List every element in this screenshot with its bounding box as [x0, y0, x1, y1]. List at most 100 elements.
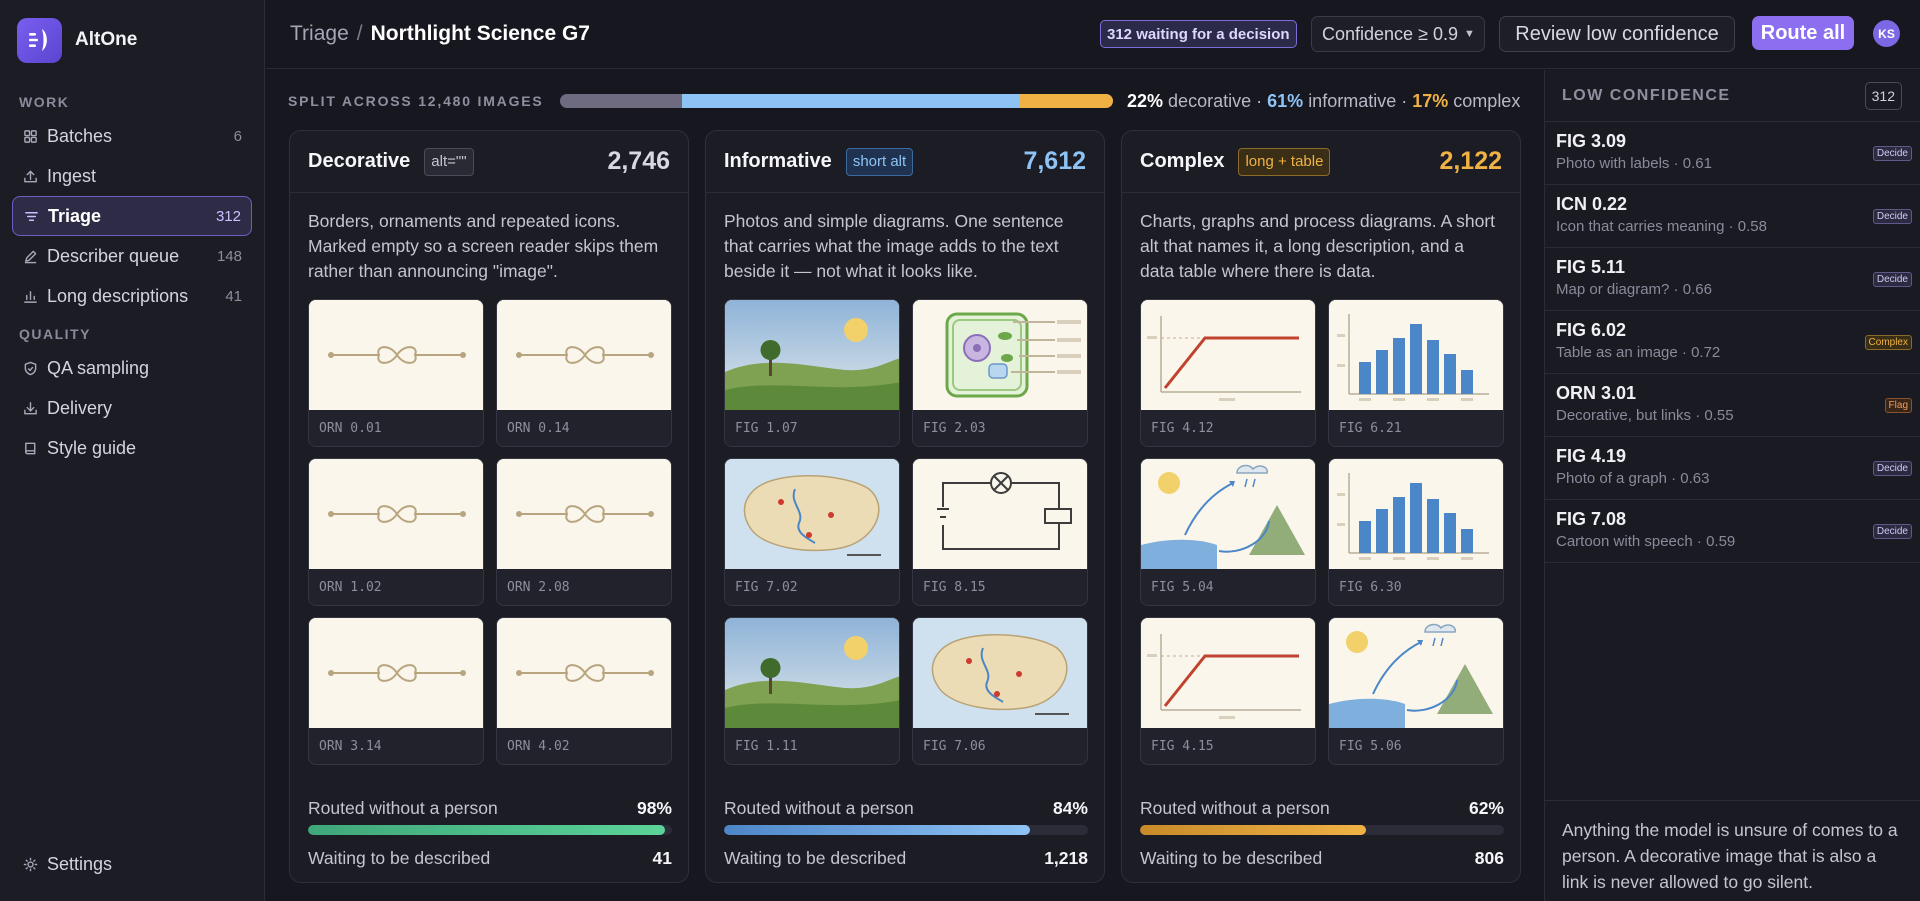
waiting-value: 806 [1474, 848, 1504, 868]
sidebar-item-delivery[interactable]: Delivery [12, 388, 252, 428]
route-all-button[interactable]: Route all [1752, 16, 1854, 50]
image-thumbnail[interactable]: ORN 0.14 [496, 299, 672, 447]
thumbnail-image [497, 300, 671, 410]
thumbnail-image [913, 459, 1087, 569]
low-confidence-item[interactable]: ORN 3.01 Decorative, but links · 0.55 Flag [1545, 374, 1920, 437]
item-decide-badge[interactable]: Decide [1872, 524, 1912, 539]
item-decide-badge[interactable]: Decide [1872, 146, 1912, 161]
image-thumbnail[interactable]: FIG 7.06 [912, 617, 1088, 765]
thumbnail-caption: ORN 2.08 [507, 580, 570, 595]
shield-check-icon [22, 360, 38, 376]
low-confidence-item[interactable]: FIG 3.09 Photo with labels · 0.61 Decide [1545, 122, 1920, 185]
download-icon [22, 400, 38, 416]
image-thumbnail[interactable]: FIG 1.11 [724, 617, 900, 765]
item-subtitle: Map or diagram? · 0.66 [1556, 281, 1712, 298]
sidebar-item-long-descriptions[interactable]: Long descriptions 41 [12, 276, 252, 316]
waiting-value: 1,218 [1044, 848, 1088, 868]
item-decide-badge[interactable]: Decide [1872, 272, 1912, 287]
sidebar-item-label: Triage [48, 205, 102, 226]
low-confidence-item[interactable]: FIG 7.08 Cartoon with speech · 0.59 Decide [1545, 500, 1920, 563]
gear-icon [22, 856, 38, 872]
image-thumbnail[interactable]: ORN 2.08 [496, 458, 672, 606]
low-confidence-header: LOW CONFIDENCE 312 [1545, 70, 1920, 122]
column-tag: alt="" [424, 147, 474, 176]
page-title: Northlight Science G7 [370, 22, 590, 45]
image-thumbnail[interactable]: FIG 6.21 [1328, 299, 1504, 447]
avatar[interactable]: KS [1873, 20, 1900, 47]
sidebar-item-count: 312 [215, 207, 241, 225]
low-confidence-item[interactable]: FIG 6.02 Table as an image · 0.72 Complex [1545, 311, 1920, 374]
routed-value: 98% [636, 798, 672, 818]
pencil-icon [22, 248, 38, 264]
image-thumbnail[interactable]: ORN 3.14 [308, 617, 484, 765]
sidebar-item-label: Describer queue [47, 245, 180, 266]
item-decide-badge[interactable]: Decide [1872, 461, 1912, 476]
sidebar-item-describer-queue[interactable]: Describer queue 148 [12, 236, 252, 276]
item-subtitle: Cartoon with speech · 0.59 [1556, 533, 1736, 550]
split-legend: 22% decorative · 61% informative · 17% c… [1127, 91, 1520, 112]
confidence-filter-select[interactable]: Confidence ≥ 0.9 ▼ [1311, 16, 1485, 52]
thumbnail-caption: FIG 5.06 [1339, 739, 1402, 754]
thumbnail-caption: ORN 0.01 [319, 421, 382, 436]
sidebar-item-qa-sampling[interactable]: QA sampling [12, 348, 252, 388]
sidebar-item-style-guide[interactable]: Style guide [12, 428, 252, 468]
column-tag: short alt [845, 147, 914, 176]
split-segment-informative [681, 94, 1019, 108]
item-title: FIG 6.02 [1556, 320, 1627, 340]
image-thumbnail[interactable]: FIG 4.12 [1140, 299, 1316, 447]
column-count: 7,612 [1023, 147, 1086, 175]
waiting-badge: 312 waiting for a decision [1100, 20, 1297, 48]
thumbnail-grid: FIG 1.07 FIG 2.03 FIG 7.02 FIG 8.15 FIG 1.11… [724, 299, 1088, 765]
review-low-confidence-button[interactable]: Review low confidence [1499, 16, 1735, 52]
column-tag: long + table [1238, 147, 1331, 176]
thumbnail-image [309, 618, 483, 728]
thumbnail-image [725, 459, 899, 569]
waiting-value: 41 [652, 848, 672, 868]
nav-section-title: QUALITY [19, 326, 91, 342]
image-thumbnail[interactable]: ORN 0.01 [308, 299, 484, 447]
image-thumbnail[interactable]: FIG 4.15 [1140, 617, 1316, 765]
routed-progress-fill [724, 825, 1030, 835]
thumbnail-caption: FIG 8.15 [923, 580, 986, 595]
item-flag-badge[interactable]: Flag [1884, 398, 1912, 413]
low-confidence-item[interactable]: FIG 5.11 Map or diagram? · 0.66 Decide [1545, 248, 1920, 311]
item-decide-badge[interactable]: Decide [1872, 209, 1912, 224]
breadcrumb-root[interactable]: Triage [290, 22, 349, 45]
routed-progress-bar [724, 825, 1088, 835]
column-title: Decorative [308, 150, 411, 172]
sidebar-item-batches[interactable]: Batches 6 [12, 116, 252, 156]
image-thumbnail[interactable]: FIG 2.03 [912, 299, 1088, 447]
thumbnail-caption: ORN 0.14 [507, 421, 570, 436]
nav-section-title: WORK [19, 94, 70, 110]
routed-progress-bar [1140, 825, 1504, 835]
column-header: Informative short alt 7,612 [706, 131, 1104, 193]
confidence-filter-value: Confidence ≥ 0.9 [1322, 23, 1458, 44]
low-confidence-item[interactable]: ICN 0.22 Icon that carries meaning · 0.58… [1545, 185, 1920, 248]
image-thumbnail[interactable]: FIG 8.15 [912, 458, 1088, 606]
image-thumbnail[interactable]: FIG 7.02 [724, 458, 900, 606]
column-description: Charts, graphs and process diagrams. A s… [1140, 211, 1496, 281]
item-complex-badge[interactable]: Complex [1864, 335, 1912, 350]
thumbnail-image [1141, 459, 1315, 569]
image-thumbnail[interactable]: FIG 5.04 [1140, 458, 1316, 606]
thumbnail-image [725, 618, 899, 728]
thumbnail-caption: FIG 1.11 [735, 739, 798, 754]
sidebar-item-triage[interactable]: Triage 312 [12, 196, 252, 236]
top-bar: Triage / Northlight Science G7 312 waiti… [266, 0, 1920, 69]
informative-pct: 61% [1267, 90, 1304, 111]
sidebar-item-count: 148 [216, 247, 242, 265]
thumbnail-image [1329, 459, 1503, 569]
image-thumbnail[interactable]: ORN 1.02 [308, 458, 484, 606]
image-thumbnail[interactable]: FIG 5.06 [1328, 617, 1504, 765]
low-confidence-item[interactable]: FIG 4.19 Photo of a graph · 0.63 Decide [1545, 437, 1920, 500]
image-thumbnail[interactable]: FIG 6.30 [1328, 458, 1504, 606]
thumbnail-grid: ORN 0.01 ORN 0.14 ORN 1.02 ORN 2.08 ORN 3.14… [308, 299, 672, 765]
column-description: Photos and simple diagrams. One sentence… [724, 211, 1064, 281]
complex-word: complex [1453, 90, 1521, 111]
image-thumbnail[interactable]: FIG 1.07 [724, 299, 900, 447]
image-thumbnail[interactable]: ORN 4.02 [496, 617, 672, 765]
column-decorative: Decorative alt="" 2,746 Borders, ornaments … [289, 130, 689, 883]
sidebar-item-settings[interactable]: Settings [12, 844, 253, 884]
complex-pct: 17% [1412, 90, 1449, 111]
sidebar-item-ingest[interactable]: Ingest [12, 156, 252, 196]
